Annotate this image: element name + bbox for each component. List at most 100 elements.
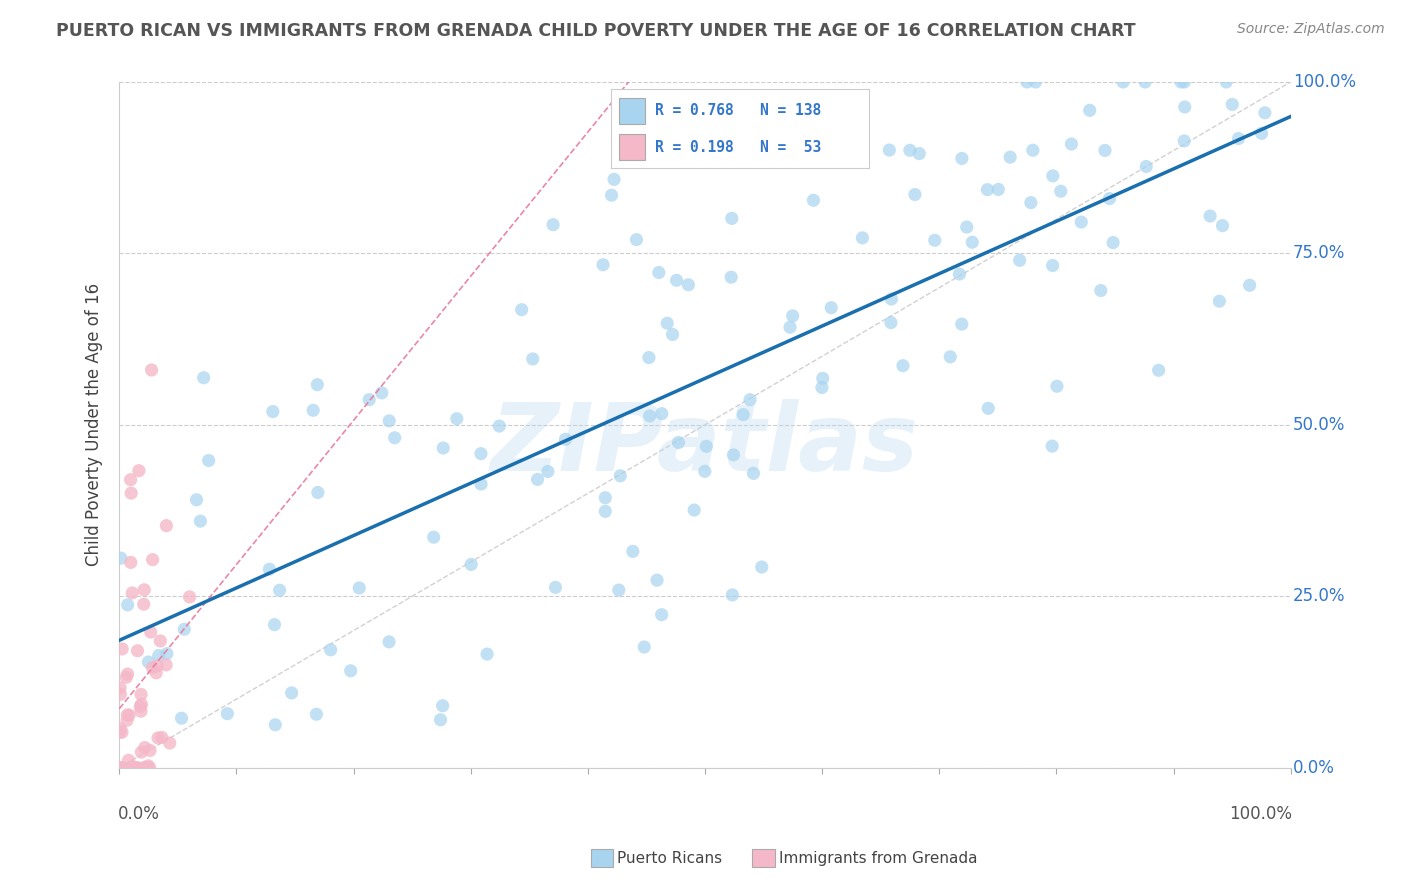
Point: [121, 760, 143, 774]
Point: [803, 194, 825, 208]
Point: [117, 753, 139, 767]
Text: Source: ZipAtlas.com: Source: ZipAtlas.com: [1237, 22, 1385, 37]
Point: [134, 582, 156, 597]
Point: [526, 472, 548, 486]
Point: [121, 586, 143, 600]
Point: [880, 316, 903, 330]
Point: [127, 644, 149, 658]
Point: [149, 634, 172, 648]
Point: [118, 708, 141, 723]
Point: [432, 698, 454, 713]
Point: [1133, 75, 1156, 89]
Point: [657, 316, 679, 330]
Point: [186, 492, 208, 507]
Point: [1094, 144, 1116, 158]
Point: [259, 562, 281, 576]
Point: [131, 698, 153, 712]
Point: [950, 317, 973, 331]
Point: [307, 377, 329, 392]
Point: [146, 658, 169, 673]
Point: [648, 266, 671, 280]
Point: [678, 277, 700, 292]
Point: [651, 607, 673, 622]
Point: [1199, 209, 1222, 223]
Point: [1049, 184, 1071, 198]
Point: [150, 731, 173, 745]
Point: [607, 583, 630, 598]
Text: 25.0%: 25.0%: [1294, 587, 1346, 606]
Point: [811, 371, 834, 385]
Point: [891, 359, 914, 373]
Point: [987, 182, 1010, 196]
Point: [1070, 215, 1092, 229]
Point: [1227, 131, 1250, 145]
Point: [111, 641, 134, 656]
Point: [108, 681, 131, 695]
Point: [371, 385, 394, 400]
Text: 100.0%: 100.0%: [1229, 805, 1292, 823]
Point: [347, 581, 370, 595]
Point: [125, 761, 148, 775]
Point: [633, 640, 655, 654]
Point: [120, 761, 142, 775]
Point: [280, 686, 302, 700]
Point: [264, 718, 287, 732]
Point: [429, 713, 451, 727]
Point: [1250, 126, 1272, 140]
Point: [820, 301, 842, 315]
Point: [1042, 169, 1064, 183]
Point: [179, 590, 201, 604]
Point: [779, 320, 801, 334]
Point: [110, 761, 132, 775]
Point: [111, 725, 134, 739]
Point: [378, 635, 401, 649]
Point: [110, 551, 132, 566]
Point: [422, 530, 444, 544]
Point: [488, 419, 510, 434]
Point: [1042, 259, 1064, 273]
Point: [129, 704, 152, 718]
Point: [522, 351, 544, 366]
Point: [537, 465, 560, 479]
Point: [263, 617, 285, 632]
Point: [339, 664, 361, 678]
Point: [460, 558, 482, 572]
Point: [302, 403, 325, 417]
Point: [470, 447, 492, 461]
Point: [155, 657, 177, 672]
Point: [651, 407, 673, 421]
Point: [131, 745, 153, 759]
Point: [1015, 75, 1038, 89]
Point: [115, 713, 138, 727]
Point: [307, 485, 329, 500]
Point: [1173, 75, 1195, 89]
Point: [544, 580, 567, 594]
Point: [475, 647, 498, 661]
Point: [960, 235, 983, 250]
Point: [1215, 75, 1237, 89]
Point: [139, 743, 162, 757]
Point: [117, 707, 139, 722]
Point: [733, 408, 755, 422]
Point: [998, 150, 1021, 164]
Point: [1098, 192, 1121, 206]
Point: [600, 188, 623, 202]
Point: [139, 625, 162, 640]
Point: [811, 380, 834, 394]
Y-axis label: Child Poverty Under the Age of 16: Child Poverty Under the Age of 16: [86, 284, 103, 566]
Point: [145, 665, 167, 680]
Point: [554, 432, 576, 446]
Point: [111, 761, 134, 775]
Point: [593, 491, 616, 505]
Point: [782, 309, 804, 323]
Point: [898, 144, 921, 158]
Point: [1112, 75, 1135, 89]
Point: [661, 327, 683, 342]
Point: [751, 560, 773, 574]
Point: [197, 453, 219, 467]
Point: [378, 414, 401, 428]
Point: [173, 622, 195, 636]
Point: [592, 258, 614, 272]
Point: [1211, 219, 1233, 233]
Point: [1060, 136, 1083, 151]
